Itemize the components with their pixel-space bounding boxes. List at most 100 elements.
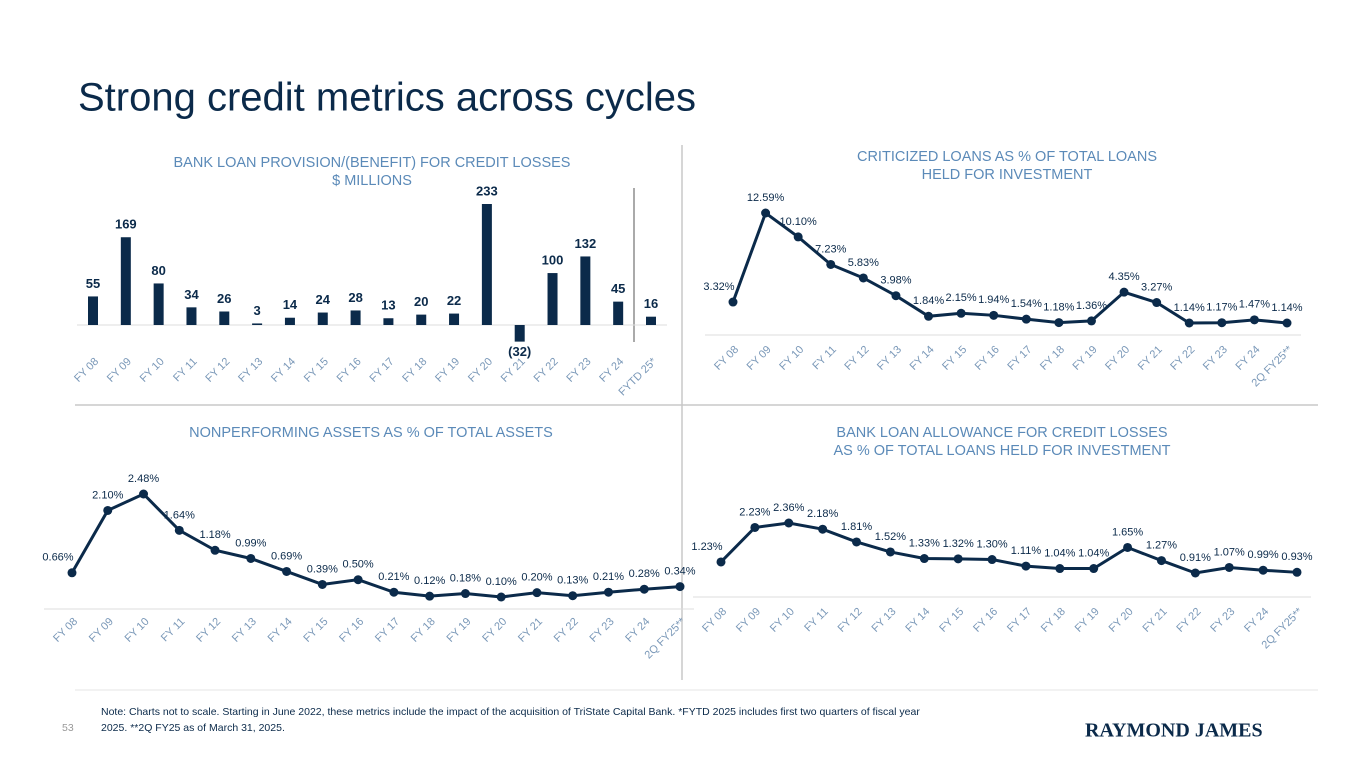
x-tick-label: FY 11 xyxy=(802,606,831,635)
note: Note: Charts not to scale. Starting in J… xyxy=(101,706,920,718)
marker xyxy=(1119,287,1129,297)
marker xyxy=(1156,556,1166,566)
x-tick-label: FY 23 xyxy=(1201,344,1230,373)
line xyxy=(70,492,681,599)
x-tick-label: FY 23 xyxy=(1208,606,1237,635)
x-tick-label: FY 09 xyxy=(105,356,134,385)
data-label: 0.34% xyxy=(664,566,695,578)
marker xyxy=(317,579,327,589)
x-tick-label: FY 20 xyxy=(466,356,495,385)
bar xyxy=(646,316,656,325)
marker xyxy=(1086,316,1096,326)
x-tick-label: FY 17 xyxy=(1005,606,1034,635)
x-tick-label: FY 08 xyxy=(700,606,729,635)
x-tick-label: FY 20 xyxy=(1103,344,1132,373)
marker xyxy=(353,575,363,585)
marker xyxy=(858,273,868,283)
marker xyxy=(603,587,613,597)
x-tick-label: FY 14 xyxy=(903,606,932,635)
data-label: 1.30% xyxy=(976,538,1007,550)
data-label: 1.64% xyxy=(164,509,195,521)
x-tick-label: FY 08 xyxy=(72,356,101,385)
data-label: 1.52% xyxy=(875,531,906,543)
marker xyxy=(210,545,220,555)
marker xyxy=(139,489,149,499)
x-tick-label: FY 08 xyxy=(712,344,741,373)
data-label: 1.17% xyxy=(1206,302,1237,314)
x-tick-label: FY 20 xyxy=(480,616,509,645)
marker xyxy=(1055,564,1065,574)
slide-title: Strong credit metrics across cycles xyxy=(78,76,696,120)
marker xyxy=(1282,318,1292,328)
data-label: 0.28% xyxy=(629,568,660,580)
data-label: 80 xyxy=(151,263,165,278)
x-tick-label: FY 09 xyxy=(87,616,116,645)
x-tick-label: FY 13 xyxy=(875,344,904,373)
data-label: 28 xyxy=(348,290,362,305)
marker xyxy=(1217,318,1227,328)
marker xyxy=(460,589,470,599)
x-tick-label: FY 12 xyxy=(194,616,223,645)
marker xyxy=(1152,298,1162,308)
data-label: 0.10% xyxy=(486,576,517,588)
data-label: 0.12% xyxy=(414,575,445,587)
data-label: 1.18% xyxy=(199,529,230,541)
data-label: 1.04% xyxy=(1078,547,1109,559)
data-label: 2.48% xyxy=(128,473,159,485)
x-tick-label: FY 10 xyxy=(138,356,167,385)
x-tick-label: FY 18 xyxy=(1039,606,1068,635)
bar xyxy=(580,256,591,325)
x-tick-label: FY 10 xyxy=(768,606,797,635)
marker xyxy=(761,208,771,218)
data-label: 2.10% xyxy=(92,489,123,501)
data-label: 1.84% xyxy=(913,295,944,307)
data-label: 5.83% xyxy=(848,257,879,269)
x-tick-label: FY 15 xyxy=(940,344,969,373)
marker xyxy=(174,525,184,535)
x-tick-label: FY 15 xyxy=(301,616,330,645)
marker xyxy=(793,232,803,242)
data-label: 2.36% xyxy=(773,502,804,514)
x-tick-label: FY 11 xyxy=(171,356,200,385)
marker xyxy=(885,547,895,557)
x-tick-label: FY 22 xyxy=(1168,344,1197,373)
x-tick-label: FY 17 xyxy=(373,616,402,645)
marker xyxy=(987,555,997,565)
x-tick-label: FY 21 xyxy=(499,356,528,385)
data-label: 1.27% xyxy=(1146,539,1177,551)
x-tick-label: FY 14 xyxy=(266,616,295,645)
page-number: 53 xyxy=(62,722,74,734)
data-label: 169 xyxy=(115,217,137,232)
bar xyxy=(120,237,131,325)
data-label: 0.91% xyxy=(1180,552,1211,564)
marker xyxy=(784,518,794,528)
data-label: 55 xyxy=(86,276,100,291)
bar xyxy=(547,273,558,325)
data-label: 1.11% xyxy=(1011,545,1042,557)
bar xyxy=(613,301,624,325)
chart-title: AS % OF TOTAL LOANS HELD FOR INVESTMENT xyxy=(833,443,1170,459)
data-label: 2.15% xyxy=(946,292,977,304)
x-tick-label: FY 21 xyxy=(1141,606,1170,635)
marker xyxy=(675,582,685,592)
marker xyxy=(103,505,113,515)
data-label: 1.07% xyxy=(1214,546,1245,558)
x-tick-label: FY 14 xyxy=(269,356,298,385)
data-label: 1.14% xyxy=(1271,302,1302,314)
data-label: 12.59% xyxy=(747,192,785,204)
chart-title: CRITICIZED LOANS AS % OF TOTAL LOANS xyxy=(857,149,1157,165)
data-label: 0.18% xyxy=(450,572,481,584)
marker xyxy=(496,592,506,602)
x-tick-label: FY 20 xyxy=(1107,606,1136,635)
x-tick-label: FY 13 xyxy=(869,606,898,635)
x-tick-label: FY 16 xyxy=(337,616,366,645)
x-tick-label: FY 22 xyxy=(1174,606,1203,635)
data-label: 0.93% xyxy=(1281,551,1312,563)
x-tick-label: FY 21 xyxy=(1136,344,1165,373)
x-tick-label: FY 15 xyxy=(937,606,966,635)
data-label: 1.04% xyxy=(1044,547,1075,559)
data-label: 0.50% xyxy=(343,559,374,571)
marker xyxy=(818,524,828,534)
marker xyxy=(1021,561,1031,571)
